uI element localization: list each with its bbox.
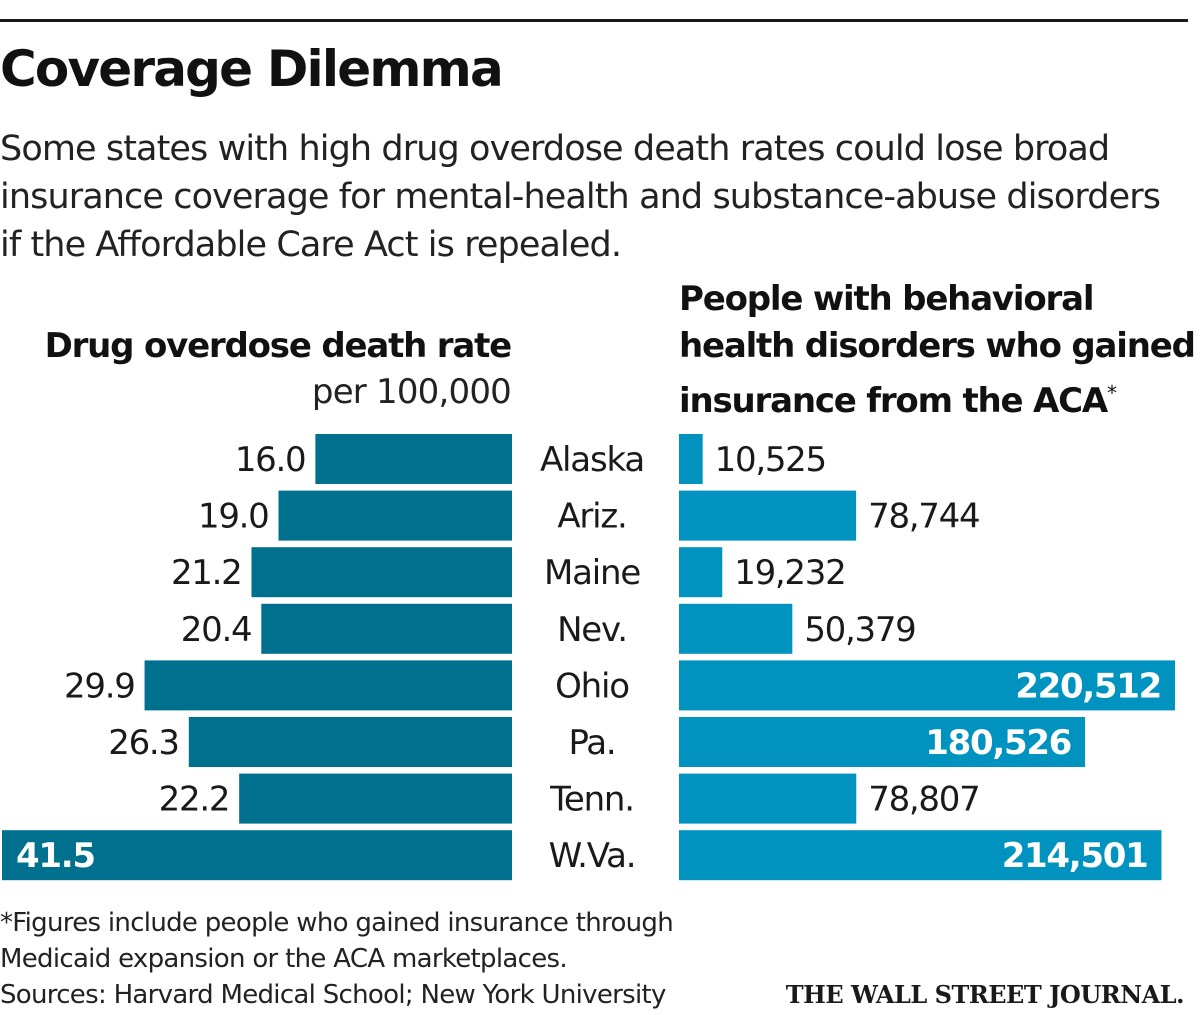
left-bar [239,773,512,824]
left-bar-value-label: 21.2 [171,553,242,593]
right-panel-title-line-1: People with behavioral [679,279,1094,319]
left-bar-value-label: 29.9 [64,666,135,706]
right-bar [679,434,703,484]
footnote-line-1: *Figures include people who gained insur… [0,908,674,938]
left-bar-value-label: 20.4 [181,610,252,650]
left-panel-title: Drug overdose death rate per 100,000 [44,323,513,415]
subtitle-line-1: Some states with high drug overdose deat… [0,129,1110,169]
category-label: W.Va. [549,836,636,876]
left-bar [261,603,512,654]
right-bar-value-label: 78,744 [868,497,979,537]
right-bar-value-label: 10,525 [715,440,826,480]
right-bar-value-label: 50,379 [804,610,915,650]
right-bar [679,773,857,824]
category-label: Maine [544,553,640,593]
right-bar [679,830,1162,881]
subtitle-line-2: insurance coverage for mental-health and… [0,177,1161,217]
left-bar-value-label: 16.0 [235,440,306,480]
footnote-line-2: Medicaid expansion or the ACA marketplac… [0,944,568,974]
category-label: Ohio [555,666,629,706]
top-rule [0,19,1188,22]
footnote-sources: Sources: Harvard Medical School; New Yor… [0,980,666,1010]
right-bar [679,603,793,654]
chart-title: Coverage Dilemma [0,40,504,98]
left-bar [144,660,513,711]
category-label: Ariz. [557,497,626,537]
left-bar-value-label: 26.3 [108,723,179,763]
right-panel-title: People with behavioral health disorders … [679,276,1196,425]
footnote: *Figures include people who gained insur… [0,905,674,1013]
left-panel-heading: Drug overdose death rate [44,326,513,366]
subtitle-line-3: if the Affordable Care Act is repealed. [0,225,622,265]
right-bar-value-label: 214,501 [1002,836,1148,876]
right-bar [679,547,723,598]
right-panel-title-line-3-text: insurance from the ACA [679,381,1108,421]
right-bar [679,490,857,541]
category-label: Pa. [568,723,615,763]
left-bar [188,717,513,767]
category-label: Tenn. [549,780,634,820]
wsj-logo: THE WALL STREET JOURNAL. [785,980,1185,1009]
right-bar-value-label: 220,512 [1015,666,1161,706]
category-label: Alaska [540,440,644,480]
left-bar [278,490,512,541]
left-panel-unit: per 100,000 [311,372,512,412]
left-bar-value-label: 19.0 [198,497,269,537]
right-bar [679,717,1086,767]
left-bar-value-label: 41.5 [16,836,95,876]
left-bar [315,434,512,484]
left-bar-value-label: 22.2 [159,780,230,820]
left-bar [2,830,512,881]
footnote-marker: * [1107,381,1117,405]
right-panel-title-line-3: insurance from the ACA* [679,370,1195,425]
chart-subtitle: Some states with high drug overdose deat… [0,125,1200,269]
right-bar-value-label: 19,232 [734,553,845,593]
category-label: Nev. [557,610,627,650]
right-bar [679,660,1175,711]
right-bar-value-label: 180,526 [925,723,1071,763]
right-panel-title-line-2: health disorders who gained [679,326,1196,366]
left-bar [251,547,512,598]
right-bar-value-label: 78,807 [868,780,979,820]
